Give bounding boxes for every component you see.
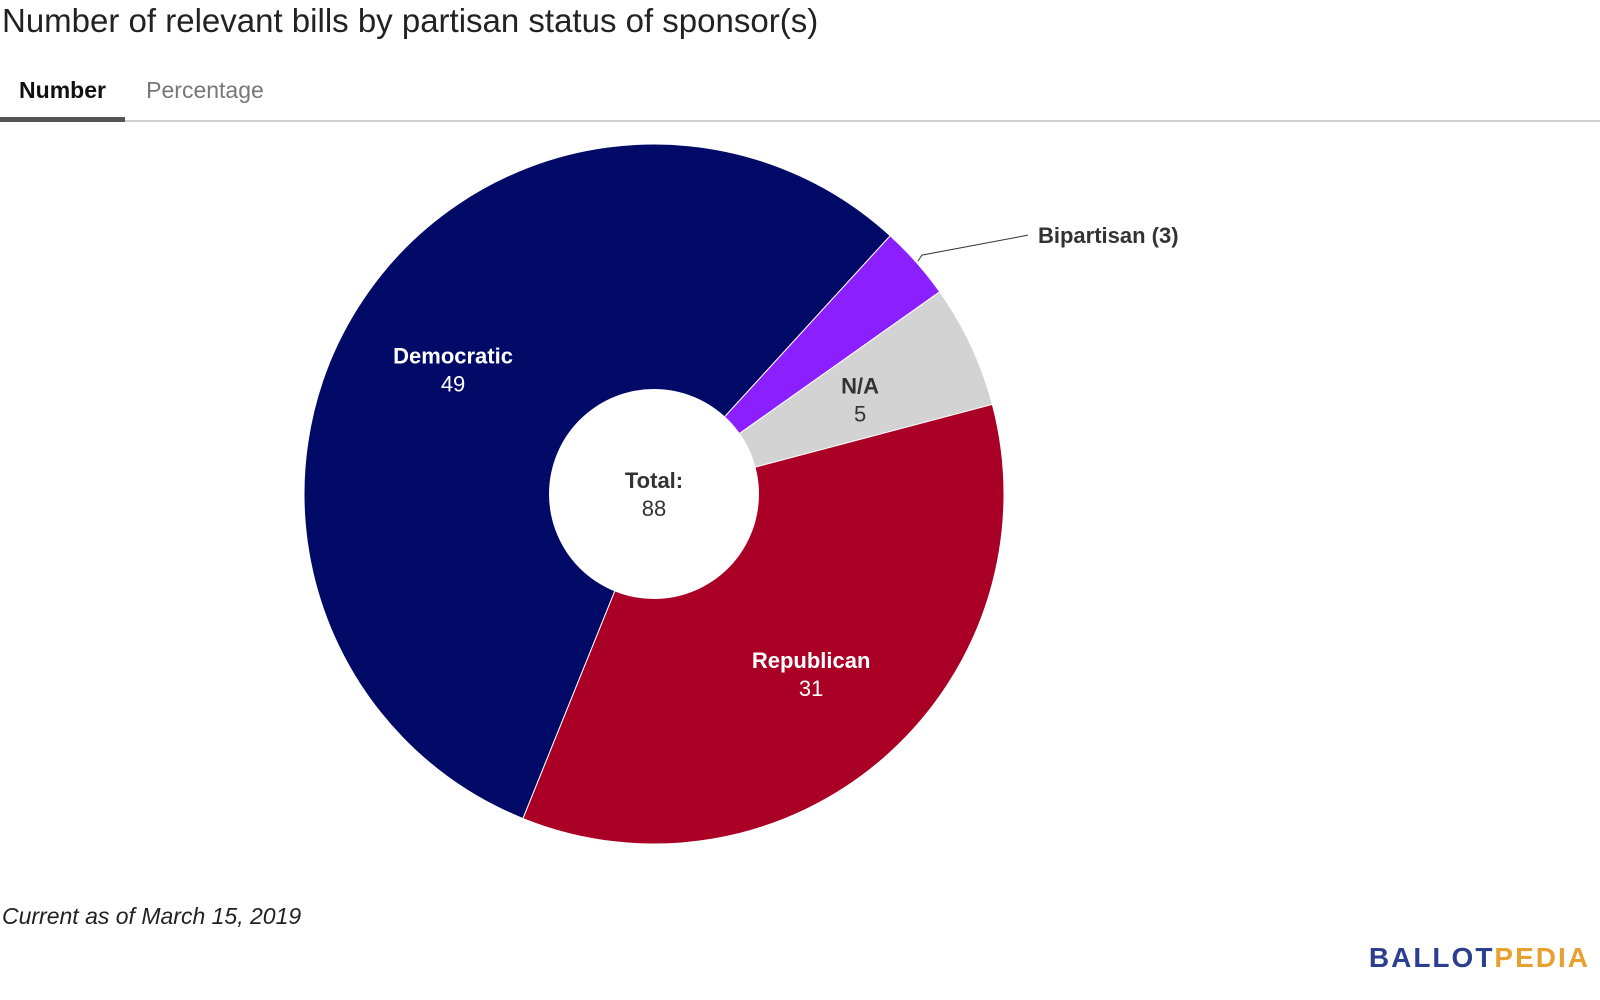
tab-percentage[interactable]: Percentage	[146, 77, 264, 103]
slice-label-n-a: N/A	[841, 374, 879, 399]
slice-republican[interactable]	[522, 403, 1005, 845]
slice-value-n-a: 5	[854, 402, 866, 427]
chart-title: Number of relevant bills by partisan sta…	[2, 2, 819, 39]
tab-number[interactable]: Number	[0, 72, 125, 122]
slice-value-democratic: 49	[441, 371, 465, 396]
callout-line-bipartisan	[917, 234, 1029, 262]
footnote: Current as of March 15, 2019	[2, 903, 302, 929]
center-total-label: Total:	[625, 468, 683, 493]
callout-label-bipartisan: Bipartisan (3)	[1038, 223, 1179, 248]
slice-label-republican: Republican	[752, 648, 871, 673]
slice-value-republican: 31	[799, 676, 823, 701]
labels-group: Democratic 49 Bipartisan (3) N/A 5 Republican…	[393, 223, 1178, 701]
donut-hole	[549, 389, 759, 599]
center-total-value: 88	[642, 496, 666, 521]
tab-bar: Number Percentage	[0, 72, 1600, 122]
ballotpedia-logo: BALLOTPEDIA	[1368, 942, 1590, 973]
slice-label-democratic: Democratic	[393, 343, 513, 368]
